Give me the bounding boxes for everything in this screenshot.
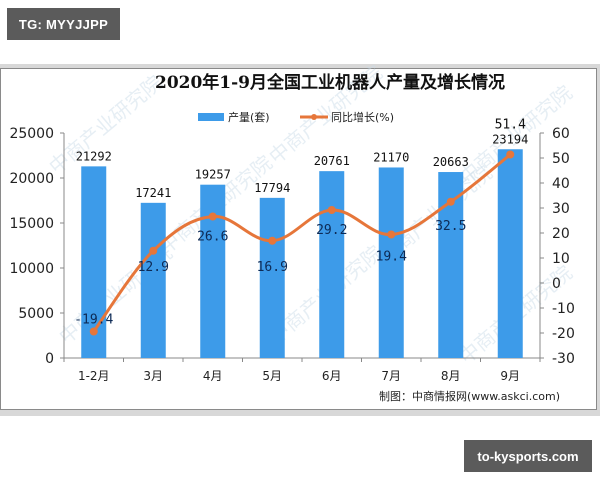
x-axis-tick-label: 6月 [322,369,342,383]
line-marker [506,150,515,159]
line-value-label: 29.2 [316,223,347,238]
bar [497,149,523,358]
line-marker [149,246,158,255]
legend-line-marker [311,114,317,120]
chart-title: 2020年1-9月全国工业机器人产量及增长情况 [155,72,505,93]
source-note: 制图：中商情报网(www.askci.com) [379,389,560,403]
bar-value-label: 20663 [433,155,469,169]
right-axis-tick-label: 10 [552,251,570,267]
tg-badge: TG: MYYJJPP [7,8,120,40]
line-marker [446,197,455,206]
line-marker [327,206,336,214]
site-badge: to-kysports.com [464,440,592,472]
right-axis-tick-label: 30 [552,201,570,217]
line-value-label: 12.9 [138,260,169,275]
data-labels: 21292 17241 19257 17794 20761 21170 20663 23194… [74,118,528,328]
legend-bar-label: 产量(套) [228,110,270,124]
bar [81,166,107,358]
right-axis-tick-label: 50 [552,151,570,167]
bar-value-label: 21170 [373,150,409,164]
left-axis-tick-label: 0 [45,351,54,367]
right-axis-tick-label: -30 [552,351,575,367]
x-axis-tick-label: 5月 [262,369,282,383]
right-axis-tick-label: 60 [552,126,570,142]
line-value-label: 26.6 [197,230,228,245]
bar [378,167,404,358]
line-value-label: -19.4 [74,313,113,328]
x-axis-tick-label: 4月 [203,369,223,383]
bar-value-label: 21292 [76,149,112,163]
bar [200,184,226,358]
x-axis-tick-label: 7月 [381,369,401,383]
right-axis-tick-label: 0 [552,276,561,292]
left-axis-tick-label: 25000 [9,126,54,142]
bar-value-label: 17794 [254,181,290,195]
legend: 产量(套) 同比增长(%) [198,110,394,124]
line-marker [208,212,217,221]
left-axis-tick-label: 10000 [9,261,54,277]
bar-value-label: 20761 [314,154,350,168]
line-value-label: 16.9 [257,260,288,275]
right-axis-tick-label: 40 [552,176,570,192]
line-value-label: 51.4 [495,118,526,133]
line-marker [387,230,396,239]
legend-bar-swatch [198,113,224,121]
bar-value-label: 17241 [135,186,171,200]
left-axis-tick-label: 15000 [9,216,54,232]
left-axis-tick-label: 20000 [9,171,54,187]
line-value-label: 19.4 [376,250,407,265]
bar [319,171,345,358]
legend-line-label: 同比增长(%) [331,110,394,124]
line-series [89,150,515,336]
line-marker [268,236,277,245]
x-axis-tick-label: 1-2月 [78,369,110,383]
bar [259,197,285,358]
right-axis-tick-label: -10 [552,301,575,317]
left-axis-tick-label: 5000 [18,306,54,322]
x-axis-tick-label: 3月 [143,369,163,383]
line-marker [89,327,98,336]
line-value-label: 32.5 [435,219,466,234]
x-axis-tick-label: 8月 [441,369,461,383]
right-axis-tick-label: 20 [552,226,570,242]
bar-value-label: 19257 [195,168,231,182]
x-axis-tick-label: 9月 [500,369,520,383]
bar-value-label: 23194 [492,132,528,146]
right-axis-tick-label: -20 [552,326,575,342]
bar [140,202,166,358]
watermark-layer: 中商产业研究院中商产业研究院中商产业研究院中商产业研究院中商产业研究院中商产业研… [44,60,577,368]
